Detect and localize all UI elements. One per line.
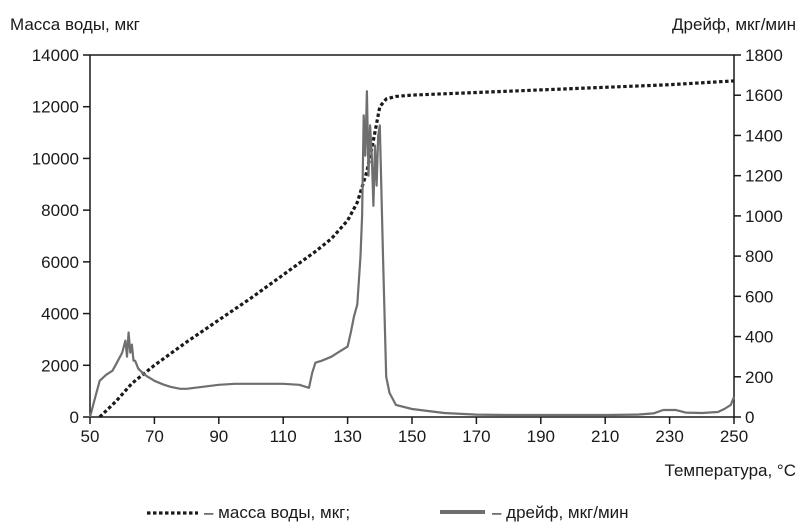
right-tick-label: 1000 [745,207,783,226]
x-tick-label: 190 [527,427,555,446]
left-tick-label: 6000 [41,253,79,272]
left-tick-label: 14000 [32,46,79,65]
x-tick-label: 110 [270,427,297,446]
right-tick-label: 1800 [745,46,783,65]
legend-drift-label: – дрейф, мкг/мин [492,503,629,522]
left-tick-label: 10000 [32,149,79,168]
series-line-drift [88,90,736,418]
right-tick-label: 1400 [745,126,783,145]
x-axis-title: Температура, °C [665,461,796,480]
x-tick-label: 230 [655,427,683,446]
x-tick-label: 210 [591,427,619,446]
left-tick-label: 12000 [32,98,79,117]
x-axis-ticks: 50 70 90 110 130 150 170 190 210 230 250 [81,417,748,446]
x-tick-label: 170 [462,427,490,446]
right-tick-label: 800 [745,247,773,266]
right-tick-label: 400 [745,328,773,347]
right-axis-ticks: 0 200 400 600 800 1000 1200 1400 1600 1800 [734,46,783,427]
right-tick-label: 600 [745,287,773,306]
left-tick-label: 4000 [41,305,79,324]
legend-mass-label: – масса воды, мкг; [204,503,350,522]
x-tick-label: 250 [720,427,748,446]
plot-frame [89,54,735,418]
x-tick-label: 70 [145,427,164,446]
x-tick-label: 90 [209,427,228,446]
left-tick-label: 2000 [41,356,79,375]
left-axis-ticks: 0 2000 4000 6000 8000 10000 12000 14000 [32,46,90,427]
right-tick-label: 200 [745,368,773,387]
x-tick-label: 130 [333,427,361,446]
left-tick-label: 0 [70,408,79,427]
x-tick-label: 150 [398,427,426,446]
right-axis-title: Дрейф, мкг/мин [672,15,796,34]
right-tick-label: 1600 [745,86,783,105]
right-tick-label: 0 [745,408,754,427]
left-axis-title: Масса воды, мкг [10,15,140,34]
series-line-mass [98,79,735,419]
legend: – масса воды, мкг; – дрейф, мкг/мин [147,503,629,522]
left-tick-label: 8000 [41,201,79,220]
x-tick-label: 50 [81,427,100,446]
right-tick-label: 1200 [745,167,783,186]
